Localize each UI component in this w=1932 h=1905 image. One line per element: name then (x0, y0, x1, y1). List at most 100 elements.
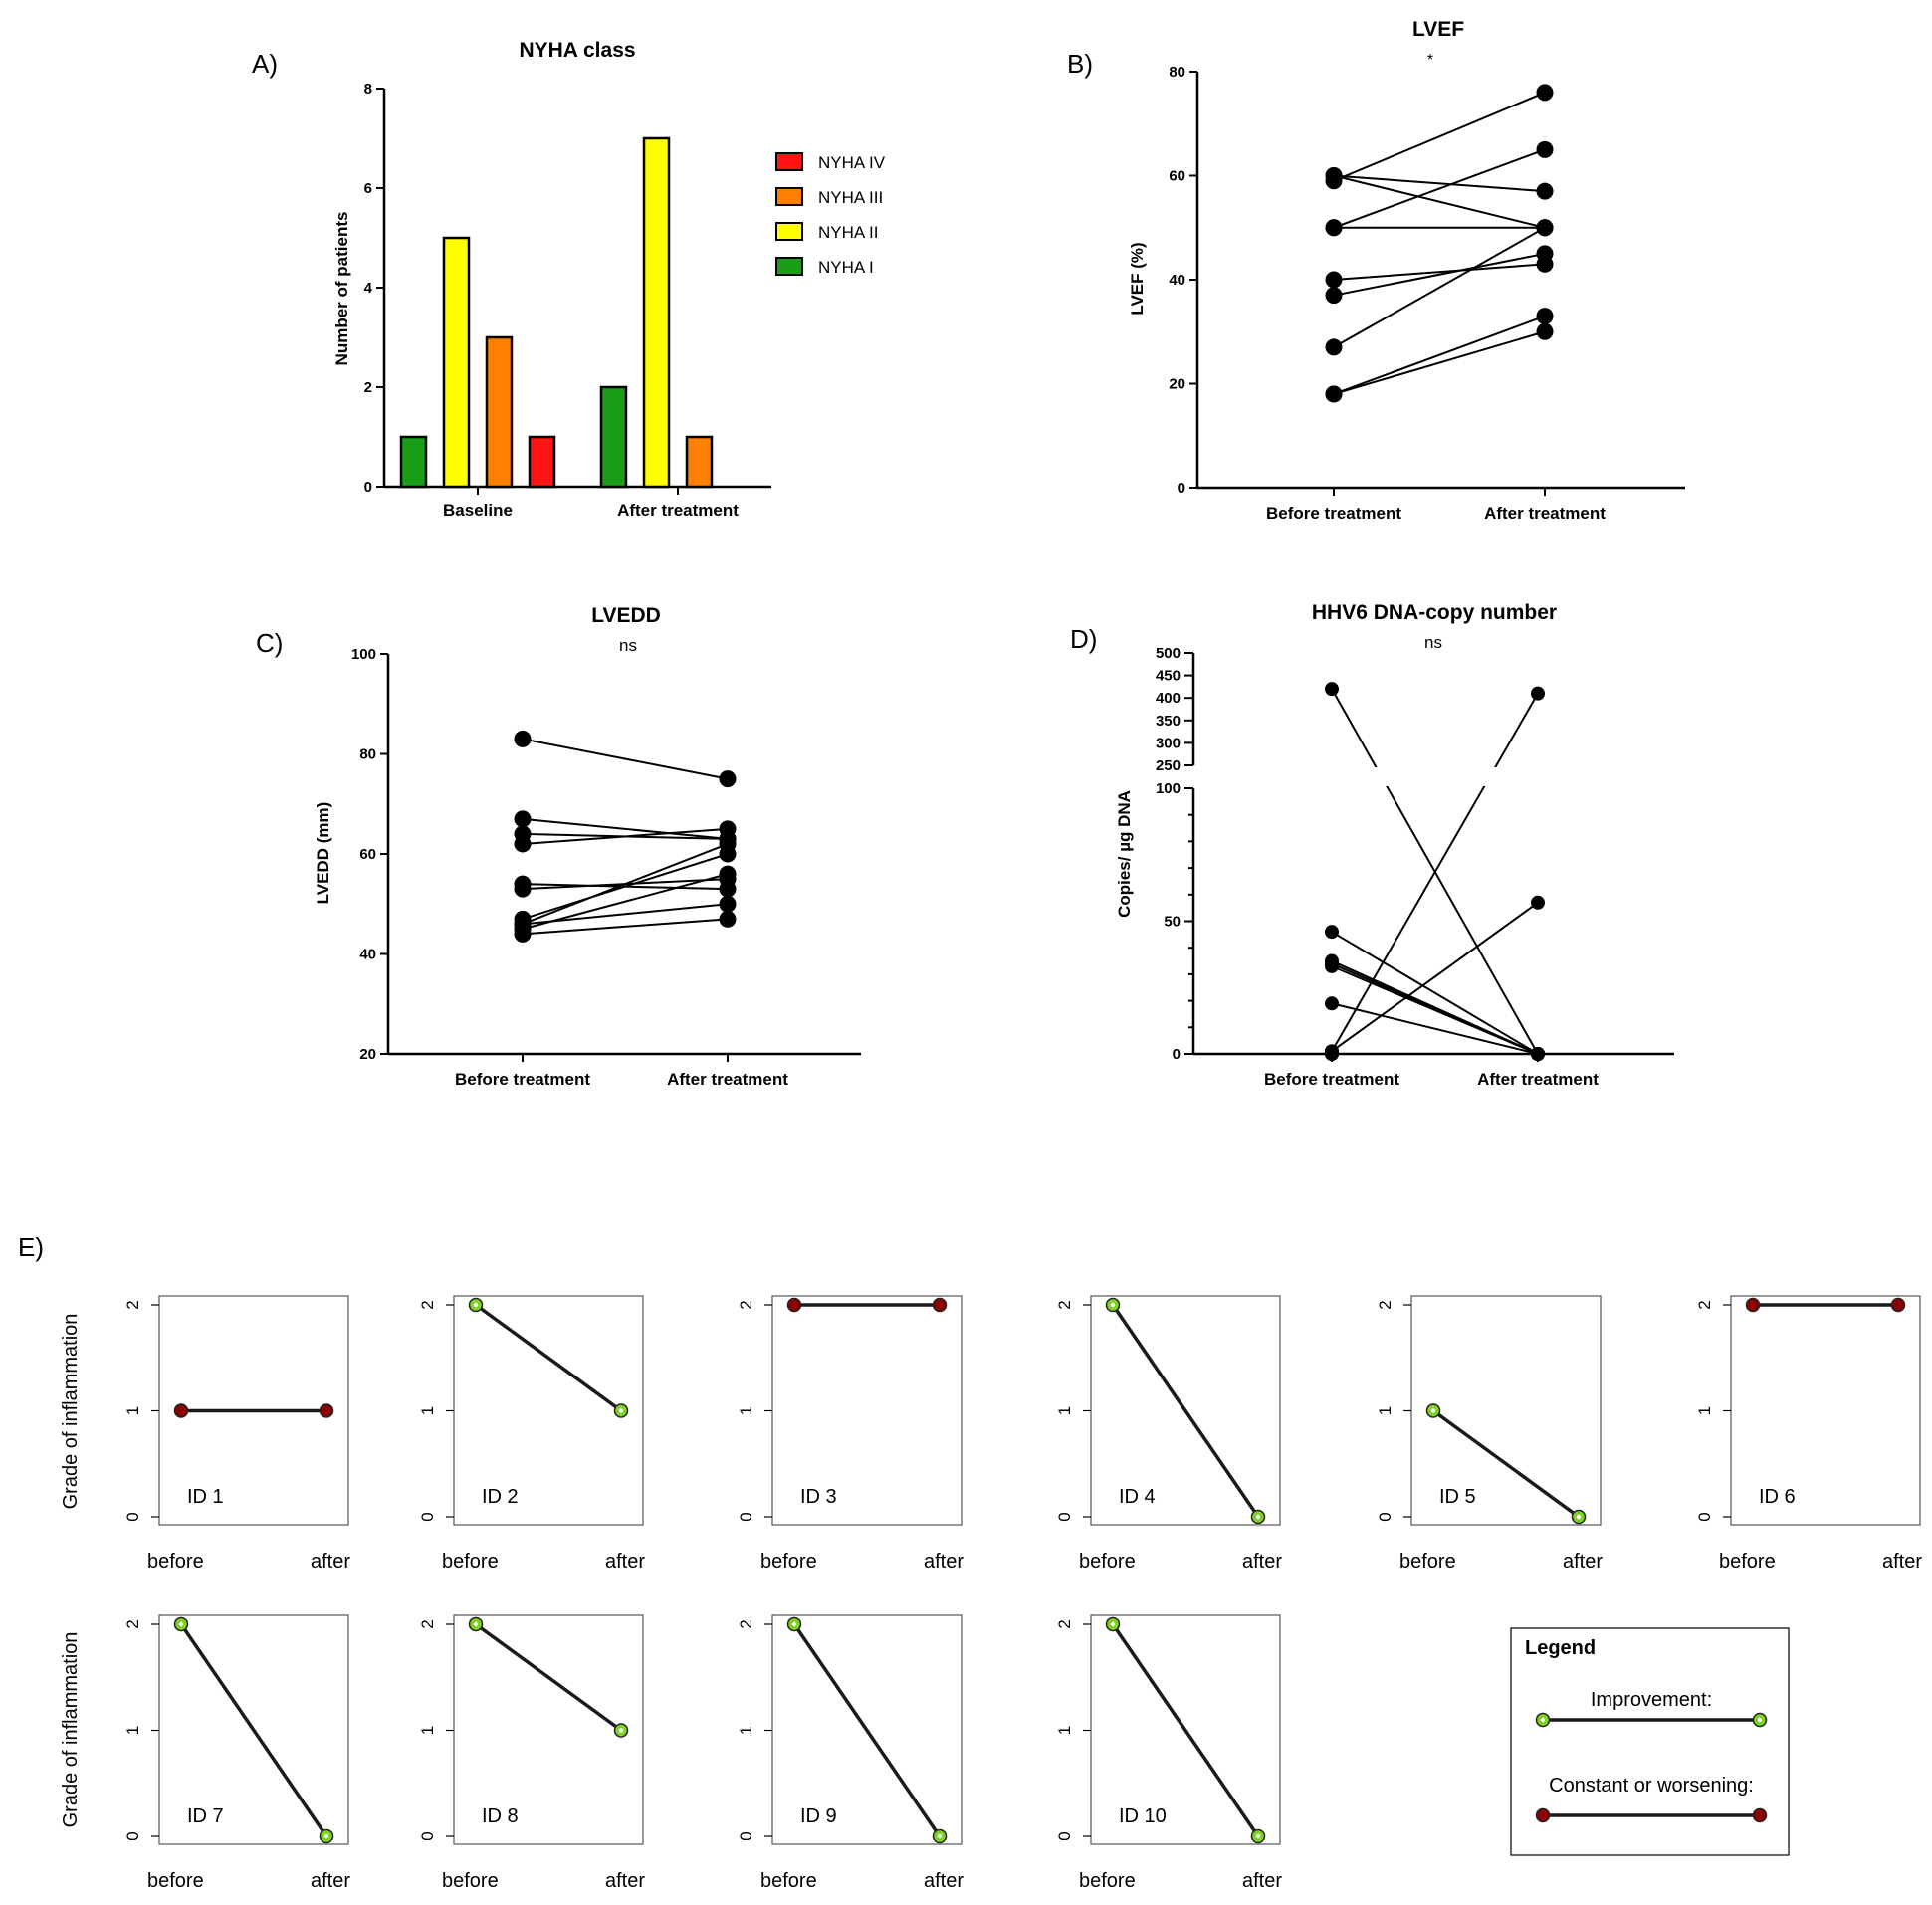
legend-e-constant-point (1535, 1807, 1551, 1823)
panel-label-d: D) (1070, 624, 1097, 654)
point-before-d (1325, 925, 1339, 940)
bar-nyha-i (399, 435, 428, 489)
x-tick-label-e: after (1882, 1551, 1922, 1573)
legend-e-point-center (1757, 1717, 1763, 1723)
y-tick-label-e: 2 (1695, 1300, 1714, 1309)
legend-e-box (1510, 1627, 1790, 1856)
y-tick-label-e: 2 (418, 1619, 437, 1628)
point-after-c (719, 820, 737, 838)
patient-panel: 0 1 2 before after ID 9 (737, 1614, 964, 1892)
patient-id-label: ID 5 (1439, 1486, 1476, 1508)
pair-line-d (1331, 693, 1539, 1052)
y-tick-label-e: 0 (123, 1512, 142, 1521)
bar-nyha-ii (642, 136, 671, 489)
legend-label-a: NYHA IV (818, 153, 886, 172)
pair-line-b (1333, 315, 1546, 395)
y-tick-label-e: 1 (1695, 1406, 1714, 1415)
pair-line-c (522, 817, 729, 840)
point-after-b (1536, 322, 1554, 340)
x-tick-label-e: before (760, 1551, 817, 1573)
pair-line-b (1333, 226, 1546, 348)
patient-line (474, 1622, 623, 1732)
point-before-b (1325, 271, 1343, 289)
y-tick-label-c: 60 (359, 846, 376, 863)
y-tick-label-e: 0 (737, 1512, 755, 1521)
x-tick-label-e: before (442, 1870, 499, 1892)
point-before-d (1325, 682, 1339, 697)
x-tick-label-e: after (605, 1870, 645, 1892)
legend-e-improvement-label: Improvement: (1591, 1689, 1712, 1711)
x-tick-label-e: before (1079, 1551, 1136, 1573)
x-tick-label-a: After treatment (617, 501, 739, 520)
patient-line (1431, 1409, 1581, 1519)
x-tick-label-e: after (1242, 1551, 1282, 1573)
pair-line-b (1333, 174, 1546, 193)
point-before-d (1325, 996, 1339, 1011)
y-tick-label-e: 0 (1055, 1512, 1074, 1521)
legend-e-title: Legend (1525, 1637, 1596, 1659)
patient-line (179, 1623, 328, 1837)
x-tick-label-e: before (1719, 1551, 1776, 1573)
significance-d: ns (1424, 633, 1442, 652)
y-tick-label-e: 2 (1376, 1300, 1395, 1309)
patient-panel: 0 1 2 before after ID 8 (418, 1614, 645, 1892)
y-tick-label-b: 0 (1178, 480, 1185, 497)
point-before-d (1325, 958, 1339, 973)
x-tick-label-e: before (147, 1870, 204, 1892)
lines-c (514, 730, 737, 943)
point-after-d (1531, 686, 1545, 701)
patient-panel: 0 1 2 before after ID 4 (1055, 1295, 1282, 1573)
point-after-b (1536, 140, 1554, 158)
patient-line (1111, 1304, 1260, 1518)
x-tick-label-e: after (605, 1551, 645, 1573)
y-tick-label-d: 50 (1164, 914, 1181, 931)
y-tick-label-e: 1 (1055, 1726, 1074, 1735)
y-tick-label-e: 1 (737, 1406, 755, 1415)
panel-c: C) LVEDD ns LVEDD (mm) 20 40 60 80 100 Before… (256, 604, 861, 1089)
patient-id-label: ID 7 (187, 1805, 224, 1827)
chart-title-d: HHV6 DNA-copy number (1312, 601, 1557, 624)
x-tick-label-e: after (1563, 1551, 1603, 1573)
legend-e-constant-point (1752, 1807, 1768, 1823)
y-tick-label-d: 250 (1156, 757, 1181, 774)
y-tick-label-e: 0 (1376, 1512, 1395, 1521)
y-tick-label-e: 0 (1695, 1512, 1714, 1521)
axes-d: 0 50 100 250 300 350 400 450 500 Before treatment… (1156, 645, 1674, 1089)
point-before-c (514, 810, 532, 828)
y-tick-label-c: 80 (359, 746, 376, 763)
patient-id-label: ID 6 (1759, 1486, 1796, 1508)
patient-id-label: ID 3 (800, 1486, 837, 1508)
patient-id-label: ID 9 (800, 1805, 837, 1827)
improvement-point-center (937, 1833, 943, 1839)
point-after-b (1536, 84, 1554, 102)
y-tick-label-b: 80 (1169, 64, 1185, 81)
y-tick-label-b: 40 (1169, 272, 1185, 289)
patient-panel: 0 1 2 before after ID 2 (418, 1295, 645, 1573)
point-before-d (1325, 1047, 1339, 1061)
y-tick-label-d: 500 (1156, 645, 1181, 662)
chart-title-c: LVEDD (591, 604, 661, 627)
y-tick-label-b: 20 (1169, 376, 1185, 393)
x-tick-label-e: before (442, 1551, 499, 1573)
y-tick-label-a: 0 (364, 479, 372, 496)
improvement-point-center (323, 1833, 329, 1839)
y-tick-label-e: 1 (418, 1726, 437, 1735)
legend-e-point-center (1540, 1717, 1546, 1723)
y-tick-label-e: 2 (1055, 1619, 1074, 1628)
legend-label-a: NYHA I (818, 258, 874, 277)
patient-panel: 0 1 2 before after ID 5 (1376, 1295, 1603, 1573)
point-before-b (1325, 219, 1343, 237)
legend-swatch-a (775, 187, 803, 206)
point-after-c (719, 770, 737, 788)
point-before-b (1325, 338, 1343, 356)
pair-line-c (522, 738, 729, 780)
x-tick-label-e: after (924, 1870, 964, 1892)
patient-line (792, 1623, 942, 1837)
bars-a (399, 136, 714, 489)
y-tick-label-a: 6 (364, 180, 372, 197)
panel-e: E) Grade of inflammation Grade of inflam… (18, 1232, 1922, 1892)
constant-point (319, 1403, 334, 1418)
legend-label-a: NYHA III (818, 188, 883, 207)
y-axis-label-a: Number of patients (332, 212, 351, 366)
